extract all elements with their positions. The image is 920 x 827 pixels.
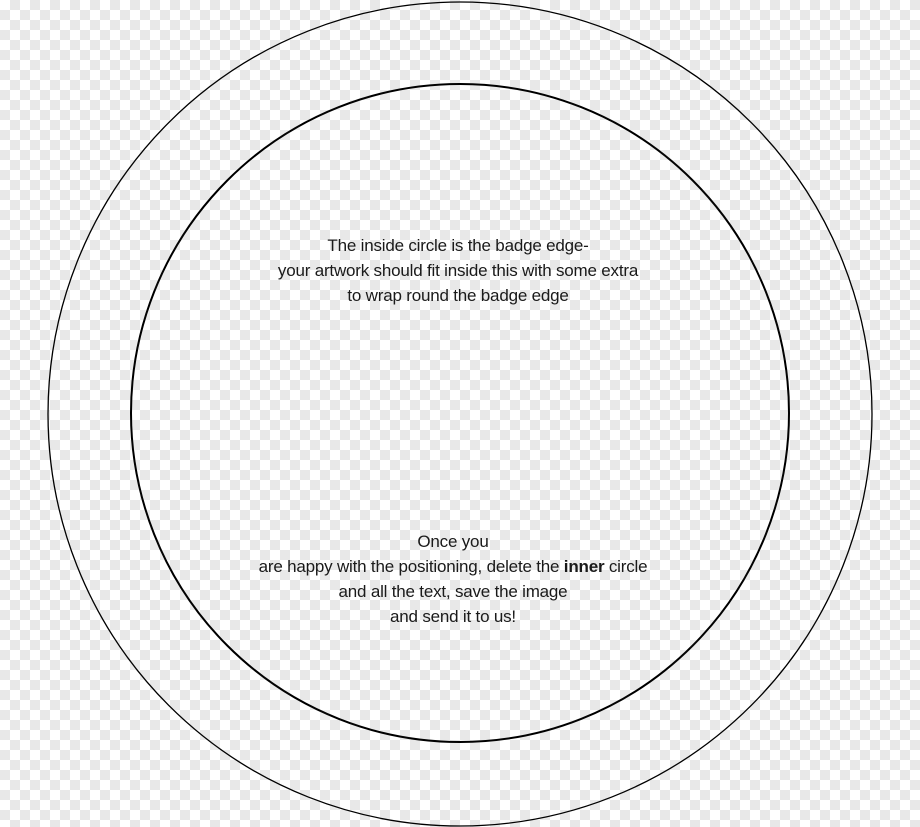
top-instruction-line-3: to wrap round the badge edge [347,286,569,305]
top-instruction-line-1: The inside circle is the badge edge- [327,236,589,255]
bottom-instruction-line-4: and send it to us! [390,607,516,626]
bottom-instruction-line-3: and all the text, save the image [338,582,568,601]
top-instruction-line-2: your artwork should fit inside this with… [277,261,639,280]
inner-circle [130,83,790,743]
bottom-instruction-line-2-start: are happy with the positioning, delete t… [258,557,564,576]
outer-circle [47,1,873,827]
bottom-instruction-line-1: Once you [417,532,489,551]
bottom-instructions: Once you are happy with the positioning,… [0,529,913,629]
inner-emphasis: inner [563,557,605,576]
bottom-instruction-line-2: are happy with the positioning, delete t… [0,554,913,579]
top-instructions: The inside circle is the badge edge- you… [0,233,918,308]
bottom-instruction-line-2-end: circle [604,557,648,576]
